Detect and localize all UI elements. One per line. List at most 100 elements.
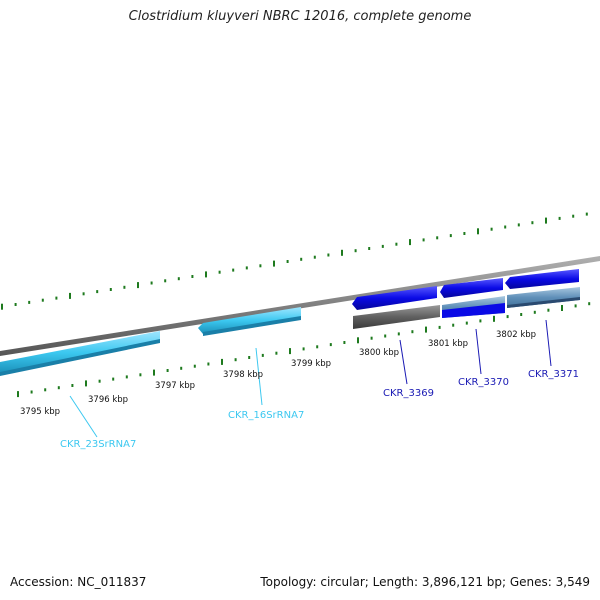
tick-mark-major (289, 348, 291, 355)
tick-mark-minor (506, 315, 509, 319)
tick-mark-minor (547, 308, 550, 312)
gene-label-CKR_3369[interactable]: CKR_3369 (383, 388, 434, 399)
tick-mark-minor (180, 366, 183, 370)
tick-mark-major (561, 305, 563, 311)
tick-mark-minor (479, 319, 482, 323)
gray-feature[interactable] (353, 305, 440, 329)
tick-mark-minor (218, 270, 221, 274)
tick-mark-minor (125, 375, 128, 379)
tick-mark-minor (139, 373, 142, 377)
gene-feature-CKR_16SrRNA7[interactable] (198, 307, 301, 334)
kbp-label: 3799 kbp (291, 359, 331, 369)
tick-mark-minor (234, 358, 237, 362)
tick-mark-minor (517, 223, 520, 227)
tick-mark-major (69, 292, 71, 299)
kbp-label: 3802 kbp (496, 330, 536, 340)
tick-mark-minor (397, 332, 400, 336)
tick-mark-minor (44, 388, 47, 392)
tick-mark-minor (533, 310, 536, 314)
gene-feature-CKR_3370[interactable] (440, 278, 503, 298)
tick-mark-minor (123, 285, 126, 289)
tick-mark-minor (504, 225, 507, 229)
tick-mark-minor (55, 296, 58, 300)
tick-mark-minor (245, 266, 248, 270)
gene-feature-CKR_3371[interactable] (505, 269, 579, 289)
tick-mark-minor (41, 298, 44, 302)
gene-feature-CKR_23SrRNA7[interactable] (0, 331, 160, 374)
tick-mark-major (137, 282, 139, 289)
tick-mark-minor (232, 268, 235, 272)
tick-mark-minor (82, 292, 85, 296)
gene-label-CKR_3370[interactable]: CKR_3370 (458, 377, 509, 388)
gene-feature-CKR_3370-lower-edge (442, 303, 505, 318)
kbp-label: 3798 kbp (223, 370, 263, 380)
tick-marks-outer (1, 212, 588, 310)
tick-mark-major (205, 271, 207, 278)
tick-mark-minor (261, 353, 264, 357)
tick-mark-minor (436, 236, 439, 240)
kbp-label: 3801 kbp (428, 339, 468, 349)
tick-mark-minor (490, 227, 493, 231)
tick-mark-minor (452, 323, 455, 327)
tick-mark-minor (558, 216, 561, 220)
tick-mark-major (221, 358, 223, 365)
tick-mark-minor (14, 303, 17, 306)
leader-line-CKR_3370 (475, 328, 482, 375)
tick-mark-minor (370, 336, 373, 340)
tick-mark-minor (520, 313, 523, 316)
tick-mark-minor (98, 379, 101, 383)
tick-mark-minor (313, 255, 316, 259)
kbp-label: 3800 kbp (359, 348, 399, 358)
kbp-label: 3796 kbp (88, 395, 128, 405)
tick-mark-minor (112, 377, 115, 381)
tick-mark-minor (381, 244, 384, 248)
tick-mark-minor (465, 321, 468, 325)
leader-line-CKR_3371 (545, 319, 552, 367)
tick-mark-major (17, 391, 19, 398)
tick-mark-major (545, 217, 547, 224)
tick-mark-minor (166, 369, 169, 372)
tick-mark-minor (463, 232, 466, 235)
gene-feature-CKR_3371-lower-edge (507, 297, 580, 308)
tick-mark-minor (329, 343, 332, 347)
tick-mark-major (273, 260, 275, 267)
tick-mark-minor (343, 341, 346, 344)
gene-feature-CKR_23SrRNA7-edge (0, 339, 160, 376)
tick-mark-minor (191, 275, 194, 278)
tick-mark-minor (207, 362, 210, 366)
tick-mark-major (1, 303, 3, 310)
tick-mark-major (477, 228, 479, 235)
tick-mark-minor (354, 249, 357, 253)
tick-mark-minor (316, 345, 319, 349)
tick-mark-major (409, 239, 411, 246)
tick-mark-minor (30, 390, 33, 394)
accession-info: Accession: NC_011837 (10, 575, 147, 589)
gene-feature-CKR_3369[interactable] (352, 286, 437, 310)
tick-mark-minor (384, 334, 387, 338)
tick-mark-minor (96, 290, 99, 294)
tick-mark-minor (275, 351, 278, 355)
tick-mark-major (493, 315, 495, 322)
tick-mark-major (341, 249, 343, 256)
tick-mark-major (425, 326, 427, 333)
gene-label-CKR_16SrRNA7[interactable]: CKR_16SrRNA7 (228, 410, 304, 421)
kbp-label: 3797 kbp (155, 381, 195, 391)
gene-label-CKR_23SrRNA7[interactable]: CKR_23SrRNA7 (60, 439, 136, 450)
tick-mark-minor (259, 264, 262, 268)
tick-mark-minor (71, 384, 74, 387)
tick-mark-minor (150, 281, 153, 285)
leader-line-CKR_23SrRNA7 (69, 395, 98, 438)
tick-mark-minor (286, 260, 289, 263)
map-title: Clostridium kluyveri NBRC 12016, complet… (128, 9, 472, 24)
tick-mark-minor (449, 234, 452, 238)
tick-mark-minor (300, 257, 303, 261)
tick-mark-minor (395, 242, 398, 246)
gene-feature-CKR_3371-lower[interactable] (507, 287, 580, 308)
gene-label-CKR_3371[interactable]: CKR_3371 (528, 369, 579, 380)
kbp-label: 3795 kbp (20, 407, 60, 417)
tick-mark-minor (164, 279, 167, 283)
tick-mark-minor (327, 253, 330, 257)
leader-line-CKR_3369 (399, 339, 408, 385)
tick-mark-minor (572, 214, 575, 218)
